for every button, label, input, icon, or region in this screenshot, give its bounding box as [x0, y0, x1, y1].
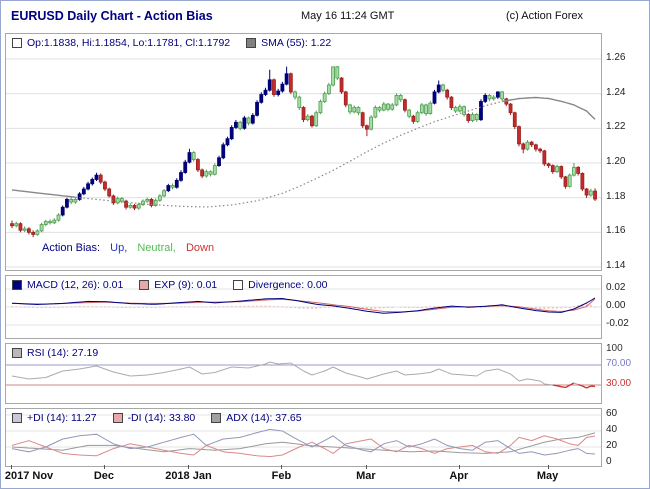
- sma-swatch-icon: [246, 38, 257, 48]
- y-axis-tick-label: 1.26: [606, 52, 626, 63]
- divergence-legend: Divergence: 0.00: [233, 279, 328, 291]
- copyright: (c) Action Forex: [506, 10, 584, 22]
- action-bias-up: Up,: [110, 242, 128, 254]
- y-axis-tick-label: 1.16: [606, 225, 626, 237]
- y-axis-tick-label: 30.00: [606, 378, 632, 389]
- y-axis-tick-label: 0: [606, 456, 612, 467]
- y-axis-tick-label: 1.18: [606, 190, 626, 202]
- x-axis-month-label: Apr: [449, 470, 469, 482]
- dmi-panel: +DI (14): 11.27 -DI (14): 33.80 ADX (14)…: [5, 408, 602, 467]
- minus-di-legend-label: -DI (14): 33.80: [127, 412, 196, 424]
- action-bias-note: Action Bias: Up, Neutral, Down: [42, 242, 221, 254]
- y-axis-tick-label: 1.14: [606, 260, 626, 271]
- dmi-chart: [6, 414, 601, 458]
- rsi-legend: RSI (14): 27.19: [12, 347, 114, 359]
- sma-legend-label: SMA (55): 1.22: [261, 37, 332, 49]
- macd-chart: [6, 288, 601, 326]
- sma-legend: SMA (55): 1.22: [246, 37, 331, 49]
- divergence-legend-label: Divergence: 0.00: [248, 279, 328, 291]
- y-axis-tick-label: 100: [606, 343, 623, 354]
- macd-legend: MACD (12, 26): 0.01 EXP (9): 0.01 Diverg…: [12, 279, 344, 291]
- x-axis-month-label: 2018 Jan: [165, 470, 212, 482]
- x-axis-month-label: Dec: [93, 470, 115, 482]
- candlestick-chart: [6, 58, 601, 268]
- y-axis-tick-label: 1.22: [606, 121, 626, 133]
- action-bias-down: Down: [185, 242, 215, 254]
- page-title: EURUSD Daily Chart - Action Bias: [11, 9, 213, 23]
- plus-di-swatch-icon: [12, 413, 22, 423]
- y-axis-tick-label: -0.02: [606, 318, 629, 329]
- divergence-swatch-icon: [233, 280, 244, 290]
- x-axis-tick: [281, 465, 283, 469]
- price-panel: Op:1.1838, Hi:1.1854, Lo:1.1781, Cl:1.17…: [5, 33, 602, 271]
- rsi-swatch-icon: [12, 348, 22, 358]
- adx-legend-label: ADX (14): 37.65: [226, 412, 302, 424]
- y-axis-tick-label: 0.02: [606, 282, 626, 293]
- minus-di-swatch-icon: [112, 413, 123, 423]
- action-bias-neutral: Neutral,: [137, 242, 176, 254]
- y-axis-tick-label: 20: [606, 440, 618, 451]
- timestamp: May 16 11:24 GMT: [301, 10, 395, 22]
- ohlc-legend: Op:1.1838, Hi:1.1854, Lo:1.1781, Cl:1.17…: [12, 37, 230, 49]
- adx-swatch-icon: [211, 413, 222, 423]
- x-axis-month-label: Feb: [271, 470, 292, 482]
- plus-di-legend-label: +DI (14): 11.27: [27, 412, 97, 424]
- x-axis-tick: [11, 465, 12, 469]
- x-axis-month-label: Mar: [356, 470, 376, 482]
- y-axis-tick-label: 0.00: [606, 300, 626, 311]
- rsi-legend-label: RSI (14): 27.19: [27, 347, 99, 359]
- adx-legend: ADX (14): 37.65: [211, 412, 302, 424]
- action-bias-label: Action Bias:: [42, 242, 101, 254]
- price-legend: Op:1.1838, Hi:1.1854, Lo:1.1781, Cl:1.17…: [12, 37, 347, 49]
- x-axis-tick: [365, 465, 367, 469]
- x-axis-tick: [547, 465, 549, 469]
- y-axis-tick-label: 70.00: [606, 358, 632, 369]
- y-axis-tick-label: 40: [606, 424, 618, 435]
- macd-swatch-icon: [12, 280, 22, 290]
- rsi-chart: [6, 361, 601, 389]
- plus-di-legend: +DI (14): 11.27: [12, 412, 97, 424]
- rsi-panel: RSI (14): 27.19: [5, 343, 602, 404]
- exp-swatch-icon: [139, 280, 150, 290]
- x-axis-month-label: May: [536, 470, 559, 482]
- y-axis-tick-label: 1.24: [606, 86, 626, 98]
- macd-line-legend: MACD (12, 26): 0.01: [12, 279, 123, 291]
- minus-di-legend: -DI (14): 33.80: [112, 412, 196, 424]
- y-axis-tick-label: 60: [606, 408, 618, 419]
- x-axis-tick: [458, 465, 460, 469]
- ohlc-legend-label: Op:1.1838, Hi:1.1854, Lo:1.1781, Cl:1.17…: [27, 37, 231, 49]
- x-axis-month-label: 2017 Nov: [4, 470, 54, 482]
- y-axis-tick-label: 1.20: [606, 156, 626, 167]
- rsi-line-legend: RSI (14): 27.19: [12, 347, 98, 359]
- exp-line-legend: EXP (9): 0.01: [139, 279, 217, 291]
- exp-legend-label: EXP (9): 0.01: [154, 279, 218, 291]
- x-axis-tick: [188, 465, 190, 469]
- x-axis-tick: [103, 465, 105, 469]
- macd-panel: MACD (12, 26): 0.01 EXP (9): 0.01 Diverg…: [5, 275, 602, 339]
- ohlc-swatch-icon: [12, 38, 22, 48]
- macd-legend-label: MACD (12, 26): 0.01: [27, 279, 124, 291]
- dmi-legend: +DI (14): 11.27 -DI (14): 33.80 ADX (14)…: [12, 412, 318, 424]
